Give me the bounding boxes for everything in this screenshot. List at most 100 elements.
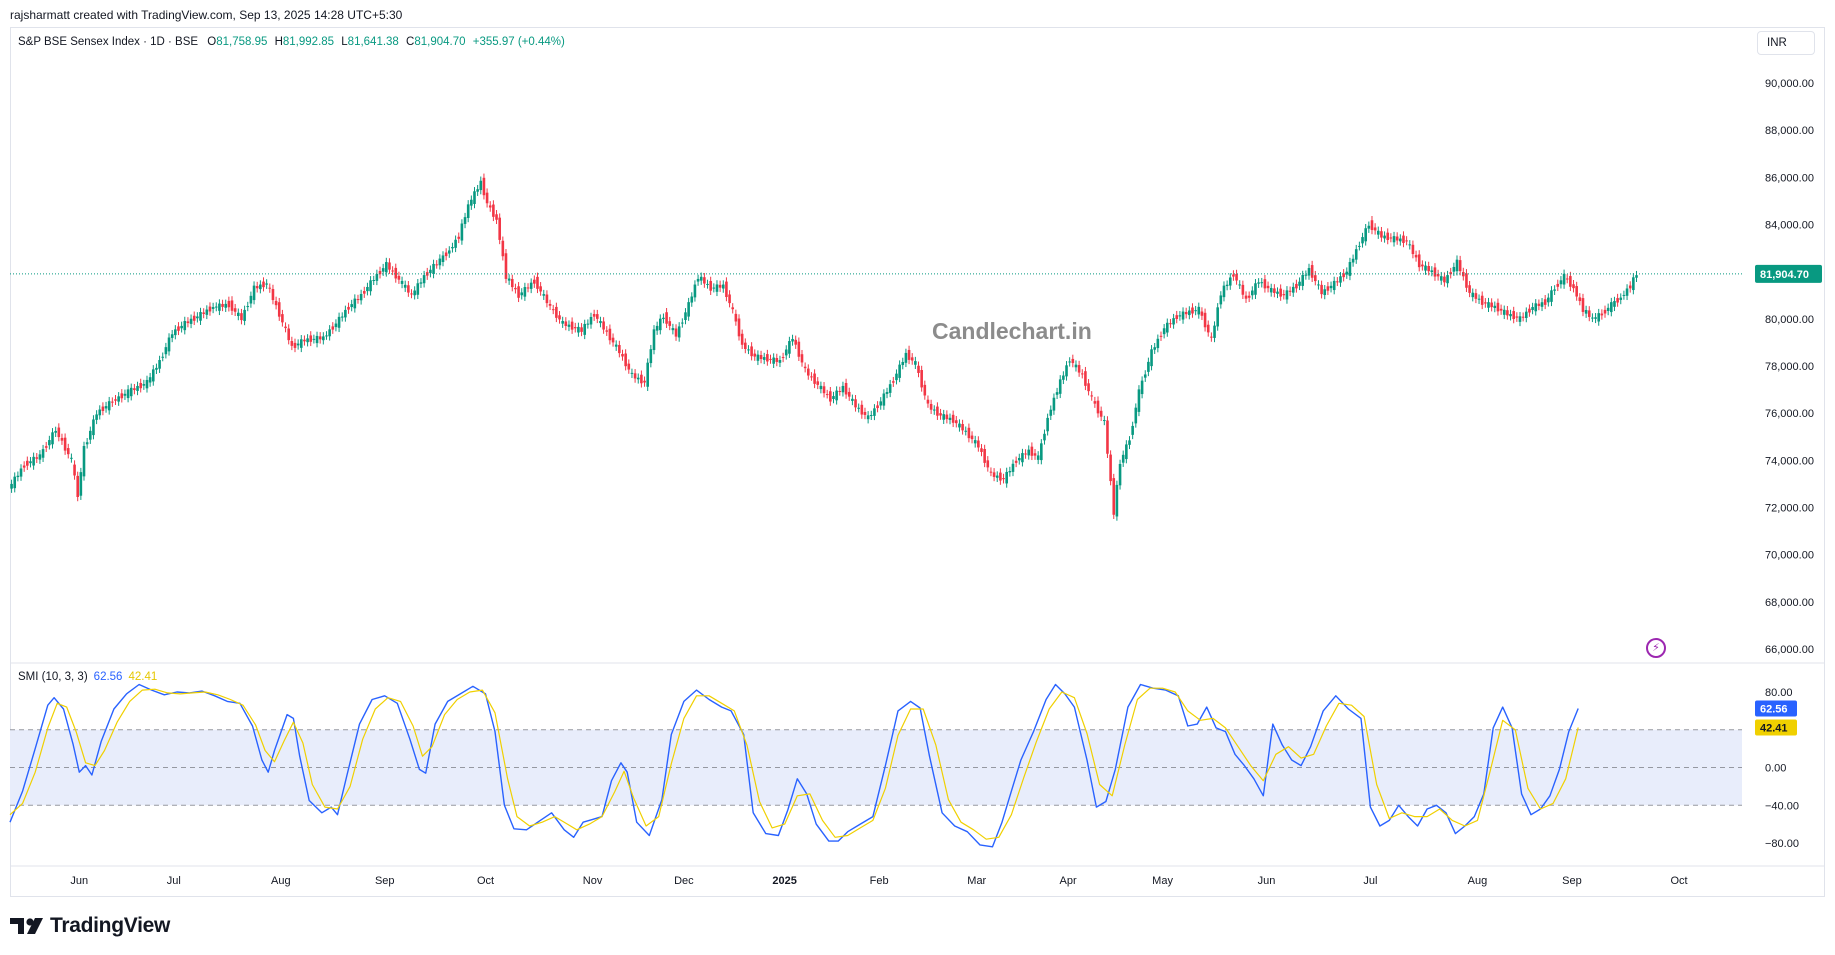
candle: [1509, 306, 1522, 327]
candle-body: [303, 339, 306, 342]
candle-body: [290, 341, 294, 346]
candle-body: [1049, 409, 1053, 416]
candle-body: [1559, 280, 1563, 285]
time-tick-label: Jun: [1258, 875, 1276, 887]
candle-body: [1213, 325, 1216, 338]
candle: [929, 399, 942, 420]
candle-body: [665, 312, 668, 324]
candle-body: [498, 217, 501, 240]
candle: [1622, 281, 1632, 301]
candle: [665, 307, 678, 341]
candle-body: [334, 323, 338, 328]
candle-body: [545, 294, 549, 304]
candle-body: [1512, 311, 1515, 320]
candle-body: [866, 415, 870, 420]
candle-body: [677, 326, 681, 338]
time-tick-label: Jun: [70, 875, 88, 887]
candle: [1496, 298, 1509, 320]
candle-body: [1008, 471, 1012, 473]
candle: [488, 200, 498, 225]
candle: [375, 257, 388, 286]
candle-body: [1147, 361, 1150, 372]
candle-body: [89, 430, 92, 440]
candle-body: [690, 296, 694, 303]
time-tick-label: 2025: [772, 875, 796, 887]
candle-body: [1336, 281, 1339, 283]
candle-body: [1062, 375, 1065, 380]
candle-body: [696, 278, 700, 282]
low-label: L: [341, 36, 348, 48]
candle: [98, 396, 114, 420]
candle-body: [992, 472, 996, 477]
candle: [129, 375, 149, 401]
candle-body: [1326, 286, 1330, 291]
candle-body: [362, 291, 366, 294]
candle: [1005, 456, 1018, 488]
currency-button[interactable]: INR: [1757, 31, 1815, 55]
candle-body: [548, 303, 552, 306]
candle: [57, 423, 73, 463]
candle-body: [1197, 306, 1201, 315]
candle-body: [1569, 276, 1572, 287]
candle-body: [22, 465, 26, 468]
candle-body: [750, 346, 753, 357]
candle-body: [1021, 453, 1024, 463]
candle-body: [476, 189, 479, 192]
candle-body: [753, 353, 757, 357]
price-tick-label: 68,000.00: [1765, 597, 1814, 609]
time-tick-label: Sep: [1562, 875, 1582, 887]
candle-body: [706, 283, 709, 285]
candle: [907, 345, 917, 369]
candle-body: [646, 362, 649, 387]
candle: [857, 400, 870, 424]
candle: [942, 409, 955, 428]
candle-body: [482, 177, 486, 196]
candle-body: [869, 415, 873, 417]
candle: [413, 270, 426, 300]
candle-body: [879, 401, 883, 406]
candle: [583, 309, 596, 340]
tradingview-logo[interactable]: TradingView: [10, 912, 170, 940]
candle-body: [1572, 284, 1575, 289]
candle: [1017, 445, 1031, 467]
candle-body: [325, 335, 328, 337]
candle-body: [1351, 258, 1355, 263]
candle-body: [1433, 267, 1437, 277]
candle: [425, 254, 442, 280]
candle-body: [1121, 454, 1125, 463]
candle-body: [1200, 311, 1204, 316]
candle-body: [570, 321, 574, 330]
candle-body: [1421, 264, 1424, 267]
candle-body: [829, 391, 832, 402]
candle-body: [1619, 297, 1623, 300]
candle-body: [129, 387, 133, 397]
candle-body: [844, 382, 848, 395]
lightning-bolt-icon[interactable]: ⚡: [1646, 638, 1666, 658]
candle-body: [63, 437, 67, 451]
close-label: C: [406, 36, 415, 48]
candle: [536, 272, 552, 311]
candle-body: [454, 239, 457, 248]
candle: [655, 313, 665, 335]
candle-body: [1427, 266, 1430, 272]
candle-body: [315, 335, 319, 344]
candle: [564, 317, 583, 337]
candle: [756, 349, 769, 366]
candle-body: [1169, 323, 1172, 325]
candle-body: [1436, 274, 1440, 277]
candle-body: [460, 223, 464, 241]
candle-body: [331, 326, 335, 330]
candle-body: [277, 302, 281, 317]
candle-body: [66, 448, 70, 455]
candle-body: [703, 277, 706, 284]
candle: [350, 289, 363, 313]
candle: [174, 316, 187, 340]
candle: [498, 213, 508, 284]
candle-body: [539, 286, 542, 292]
candle-body: [447, 250, 451, 254]
candle-body: [668, 321, 672, 326]
candle-body: [577, 326, 580, 333]
candle-body: [1191, 307, 1194, 314]
candle: [699, 272, 712, 295]
